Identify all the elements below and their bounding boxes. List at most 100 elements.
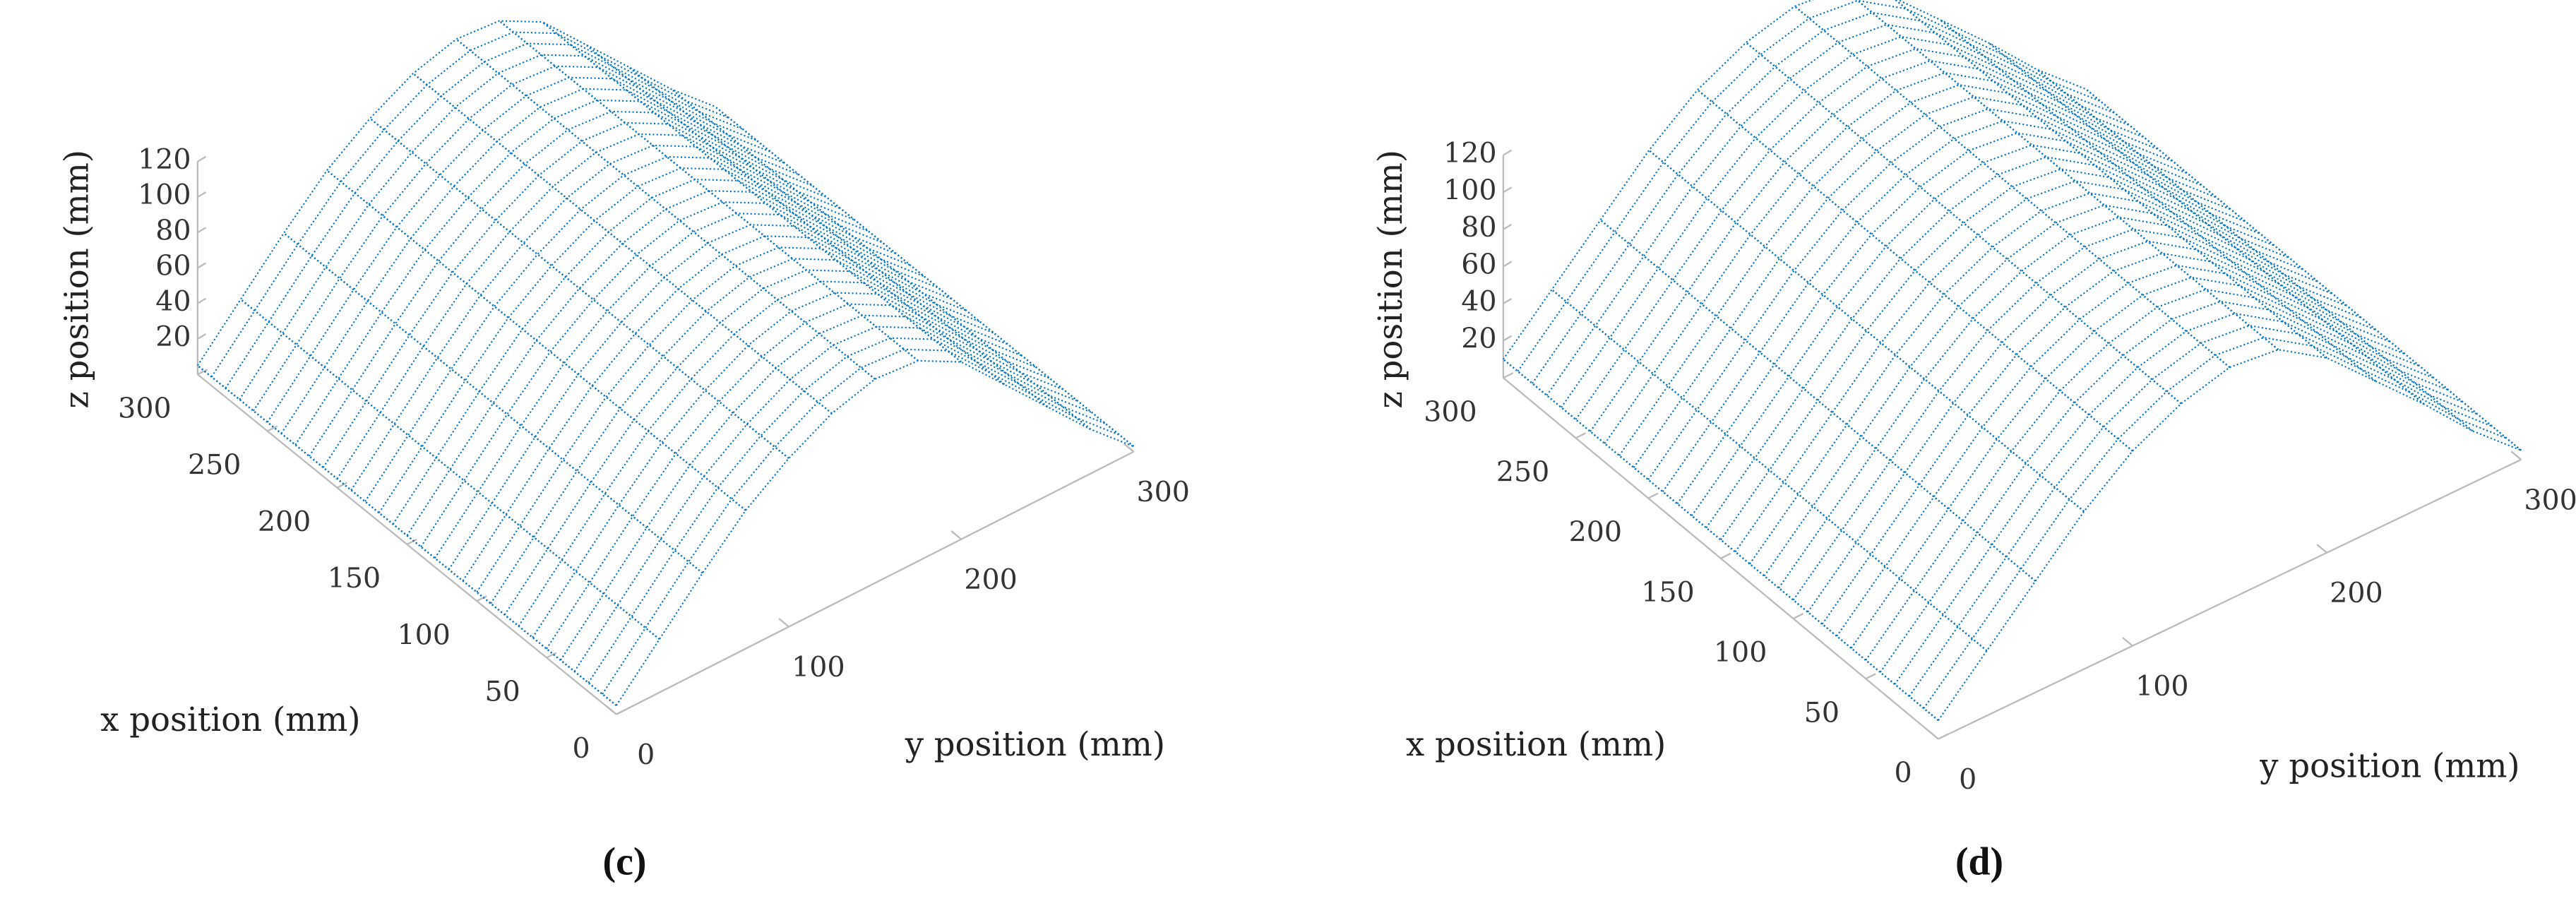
surface-line — [283, 232, 703, 574]
surface-line — [1720, 168, 2304, 541]
surface-line — [1633, 96, 2217, 468]
x-tick — [267, 425, 278, 432]
y-tick — [2122, 637, 2133, 647]
z-tick-label: 20 — [155, 321, 191, 353]
surface-line — [1938, 349, 2522, 721]
surface-line — [1575, 47, 2159, 420]
x-tick — [1793, 613, 1804, 620]
x-tick-label: 300 — [118, 392, 171, 424]
x-tick — [1720, 552, 1731, 559]
surface-line — [518, 280, 1037, 627]
z-axis-label: z position (mm) — [1371, 150, 1409, 409]
x-tick — [1503, 372, 1514, 379]
surface-line — [1792, 228, 2377, 601]
surface-line — [350, 144, 869, 491]
panel: 0501001502002503000100200300204060801001… — [1371, 0, 2576, 883]
y-tick-label: 300 — [2524, 484, 2576, 516]
z-tick — [1503, 261, 1513, 268]
z-tick — [1503, 149, 1513, 156]
z-tick-label: 100 — [1443, 174, 1496, 206]
y-axis-label: y position (mm) — [905, 725, 1165, 763]
surface-line — [462, 235, 981, 582]
surface-line — [210, 31, 729, 378]
surface-line — [455, 38, 876, 380]
surface-line — [326, 169, 746, 511]
surface-line — [1807, 240, 2391, 613]
surface-line — [499, 20, 919, 362]
surface-line — [573, 326, 1092, 672]
x-tick-label: 0 — [572, 732, 590, 765]
z-tick-label: 100 — [138, 179, 191, 211]
surface-line — [628, 66, 1049, 408]
y-axis — [1938, 458, 2522, 740]
x-tick-label: 100 — [398, 619, 451, 651]
surface-line — [336, 133, 855, 479]
panel: 0501001502002503000100200300204060801001… — [57, 20, 1190, 883]
z-tick-label: 20 — [1461, 323, 1496, 355]
surface-line — [1618, 84, 2202, 456]
surface-line — [406, 190, 925, 536]
surface-line — [1894, 0, 2327, 359]
x-axis — [1503, 377, 1939, 740]
y-axis — [616, 450, 1134, 715]
surface-line — [542, 21, 962, 363]
z-tick — [197, 227, 207, 234]
surface-line — [546, 303, 1064, 650]
y-tick — [1123, 443, 1135, 453]
surface-line — [602, 348, 1121, 695]
z-tick — [1503, 186, 1513, 193]
surface-line — [392, 179, 911, 525]
surface-line — [1546, 23, 2130, 396]
surface-line — [1894, 312, 2479, 685]
surface-line — [585, 43, 1006, 386]
x-tick — [1575, 432, 1587, 439]
surface-line — [1551, 289, 1988, 652]
surface-line — [1517, 0, 2101, 372]
z-tick-label: 40 — [1461, 285, 1496, 318]
surface-line — [1734, 180, 2319, 553]
surface-line — [225, 42, 744, 389]
z-tick-label: 60 — [1461, 248, 1496, 280]
surface-line — [196, 20, 715, 366]
surface-line — [1676, 132, 2261, 504]
surface-line — [559, 314, 1078, 661]
y-tick-label: 200 — [2330, 577, 2383, 609]
z-tick — [197, 333, 207, 340]
surface-line — [1855, 0, 2279, 351]
surface-line — [364, 156, 883, 502]
surface-line — [240, 298, 660, 640]
surface-line — [671, 88, 1092, 430]
surface-line — [1908, 324, 2493, 697]
y-tick — [2316, 544, 2327, 554]
x-tick-label: 100 — [1714, 636, 1767, 669]
surface-line — [1923, 337, 2508, 709]
surface-line — [1590, 59, 2174, 432]
surface-line — [294, 99, 813, 446]
surface-line — [503, 269, 1022, 616]
y-tick-label: 0 — [1959, 763, 1976, 796]
surface-line — [2037, 68, 2474, 432]
surface-line — [1690, 144, 2275, 517]
z-tick — [197, 191, 207, 198]
z-tick-label: 40 — [155, 285, 191, 318]
x-tick-label: 50 — [1804, 696, 1839, 729]
y-tick — [778, 618, 789, 628]
surface-line — [1836, 264, 2420, 637]
x-tick-label: 250 — [1496, 455, 1549, 488]
surface-line — [1879, 300, 2464, 673]
x-tick-label: 50 — [485, 676, 520, 708]
x-tick-label: 150 — [1641, 576, 1694, 609]
y-tick-label: 200 — [964, 563, 1017, 596]
x-tick — [1938, 733, 1949, 740]
surface-line — [1561, 35, 2145, 408]
surface-line — [369, 117, 789, 460]
z-tick-label: 80 — [155, 214, 191, 246]
surface-line — [420, 201, 939, 547]
z-tick-label: 60 — [155, 250, 191, 282]
surface-line — [1647, 108, 2231, 480]
y-tick — [606, 705, 617, 715]
y-tick-label: 300 — [1137, 476, 1190, 508]
z-tick — [197, 297, 207, 304]
surface-line — [2085, 88, 2522, 451]
